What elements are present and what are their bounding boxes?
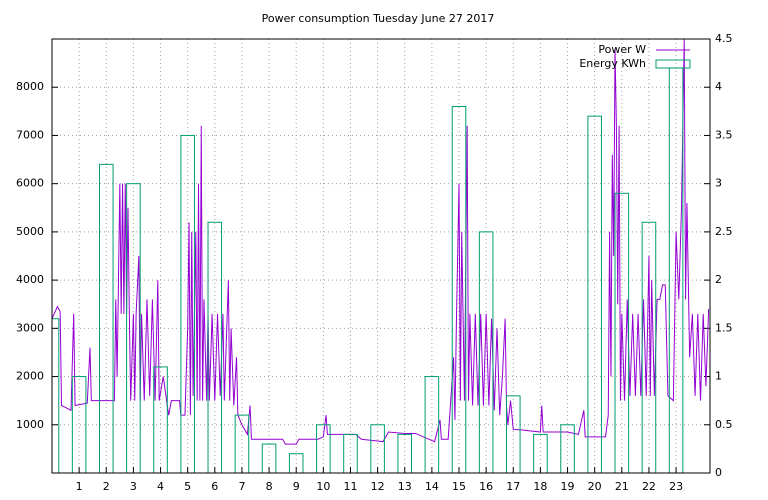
- y-tick-label: 2000: [16, 370, 44, 383]
- y-tick-label: 7000: [16, 128, 44, 141]
- y2-tick-label: 3.5: [715, 128, 733, 141]
- y-tick-label: 6000: [16, 177, 44, 190]
- energy-bar: [126, 183, 141, 473]
- y2-tick-label: 4: [715, 80, 722, 93]
- y2-tick-label: 0: [715, 466, 722, 479]
- legend-label: Power W: [598, 43, 646, 56]
- y-tick-label: 4000: [16, 273, 44, 286]
- x-tick-label: 6: [211, 480, 218, 493]
- energy-bar: [98, 163, 114, 473]
- y2-tick-label: 1.5: [715, 321, 733, 334]
- y-tick-label: 8000: [16, 80, 44, 93]
- y-tick-label: 1000: [16, 418, 44, 431]
- x-tick-label: 20: [588, 480, 602, 493]
- y2-tick-label: 4.5: [715, 32, 733, 45]
- energy-bar: [478, 231, 494, 473]
- x-tick-label: 18: [533, 480, 547, 493]
- energy-bar: [614, 192, 630, 473]
- energy-bar: [261, 443, 277, 473]
- x-tick-label: 14: [425, 480, 439, 493]
- y-tick-label: 3000: [16, 321, 44, 334]
- x-tick-label: 10: [316, 480, 330, 493]
- power-line: [52, 39, 710, 445]
- x-tick-label: 9: [293, 480, 300, 493]
- x-tick-label: 2: [103, 480, 110, 493]
- energy-bar: [451, 106, 467, 473]
- x-tick-label: 4: [157, 480, 164, 493]
- x-tick-label: 16: [479, 480, 493, 493]
- x-tick-label: 3: [130, 480, 137, 493]
- energy-bar: [668, 67, 684, 473]
- legend-label: Energy KWh: [579, 57, 646, 70]
- x-tick-label: 21: [615, 480, 629, 493]
- y2-tick-label: 1: [715, 370, 722, 383]
- y2-tick-label: 2: [715, 273, 722, 286]
- energy-bar: [207, 221, 223, 473]
- x-tick-label: 8: [266, 480, 273, 493]
- x-tick-label: 1: [76, 480, 83, 493]
- plot-area: [52, 39, 710, 473]
- x-tick-label: 7: [238, 480, 245, 493]
- x-tick-label: 5: [184, 480, 191, 493]
- x-tick-label: 22: [642, 480, 656, 493]
- x-tick-label: 23: [669, 480, 683, 493]
- y-tick-label: 5000: [16, 225, 44, 238]
- chart-title: Power consumption Tuesday June 27 2017: [262, 12, 495, 25]
- x-tick-label: 13: [398, 480, 412, 493]
- energy-bar: [505, 395, 521, 473]
- x-tick-label: 11: [343, 480, 357, 493]
- x-tick-label: 12: [371, 480, 385, 493]
- y2-tick-label: 0.5: [715, 418, 733, 431]
- y2-tick-label: 3: [715, 177, 722, 190]
- x-tick-label: 17: [506, 480, 520, 493]
- energy-bar: [587, 115, 602, 473]
- energy-bar: [288, 453, 304, 473]
- energy-bar: [316, 424, 331, 473]
- energy-bar: [641, 221, 657, 473]
- energy-bar: [370, 424, 385, 473]
- plot-frame: [51, 38, 711, 474]
- legend-swatch: [655, 59, 691, 69]
- x-tick-label: 15: [452, 480, 466, 493]
- x-tick-label: 19: [561, 480, 575, 493]
- y2-tick-label: 2.5: [715, 225, 733, 238]
